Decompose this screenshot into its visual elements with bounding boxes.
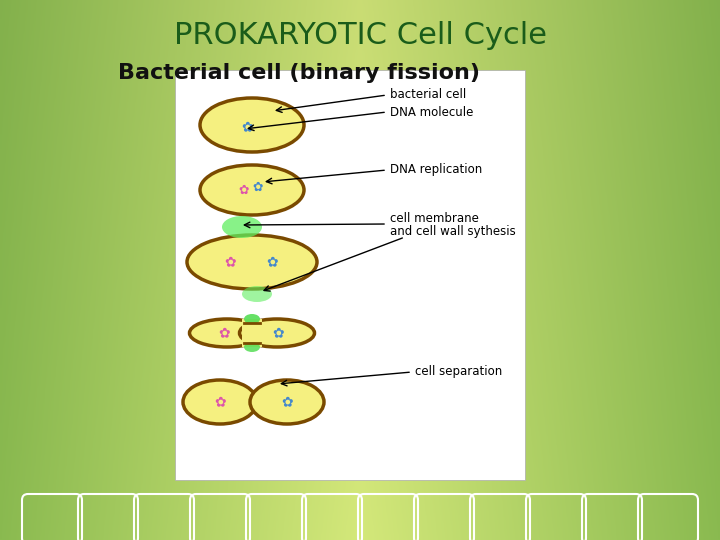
- Text: ✿: ✿: [218, 326, 230, 340]
- Text: and cell wall sythesis: and cell wall sythesis: [390, 226, 516, 239]
- Ellipse shape: [250, 380, 324, 424]
- Text: ✿: ✿: [282, 395, 293, 409]
- Text: ✿: ✿: [266, 255, 278, 269]
- Ellipse shape: [200, 98, 304, 152]
- Ellipse shape: [242, 286, 272, 302]
- Text: DNA replication: DNA replication: [390, 164, 482, 177]
- Ellipse shape: [240, 319, 315, 347]
- Ellipse shape: [189, 319, 264, 347]
- Text: ✿: ✿: [224, 255, 236, 269]
- Bar: [242, 319, 262, 347]
- Ellipse shape: [222, 216, 262, 238]
- Ellipse shape: [244, 342, 260, 352]
- Text: PROKARYOTIC Cell Cycle: PROKARYOTIC Cell Cycle: [174, 21, 546, 50]
- Text: ✿: ✿: [272, 326, 284, 340]
- Text: Bacterial cell (binary fission): Bacterial cell (binary fission): [118, 63, 480, 83]
- Text: ✿: ✿: [239, 184, 249, 197]
- FancyBboxPatch shape: [175, 70, 525, 480]
- Ellipse shape: [244, 314, 260, 324]
- Text: cell membrane: cell membrane: [390, 213, 479, 226]
- Text: cell separation: cell separation: [415, 366, 503, 379]
- Ellipse shape: [200, 165, 304, 215]
- Text: ✿: ✿: [253, 180, 264, 193]
- Ellipse shape: [183, 380, 257, 424]
- Text: ✿: ✿: [241, 120, 253, 134]
- Text: ✿: ✿: [214, 395, 226, 409]
- Text: DNA molecule: DNA molecule: [390, 105, 473, 118]
- Ellipse shape: [187, 235, 317, 289]
- Text: bacterial cell: bacterial cell: [390, 89, 467, 102]
